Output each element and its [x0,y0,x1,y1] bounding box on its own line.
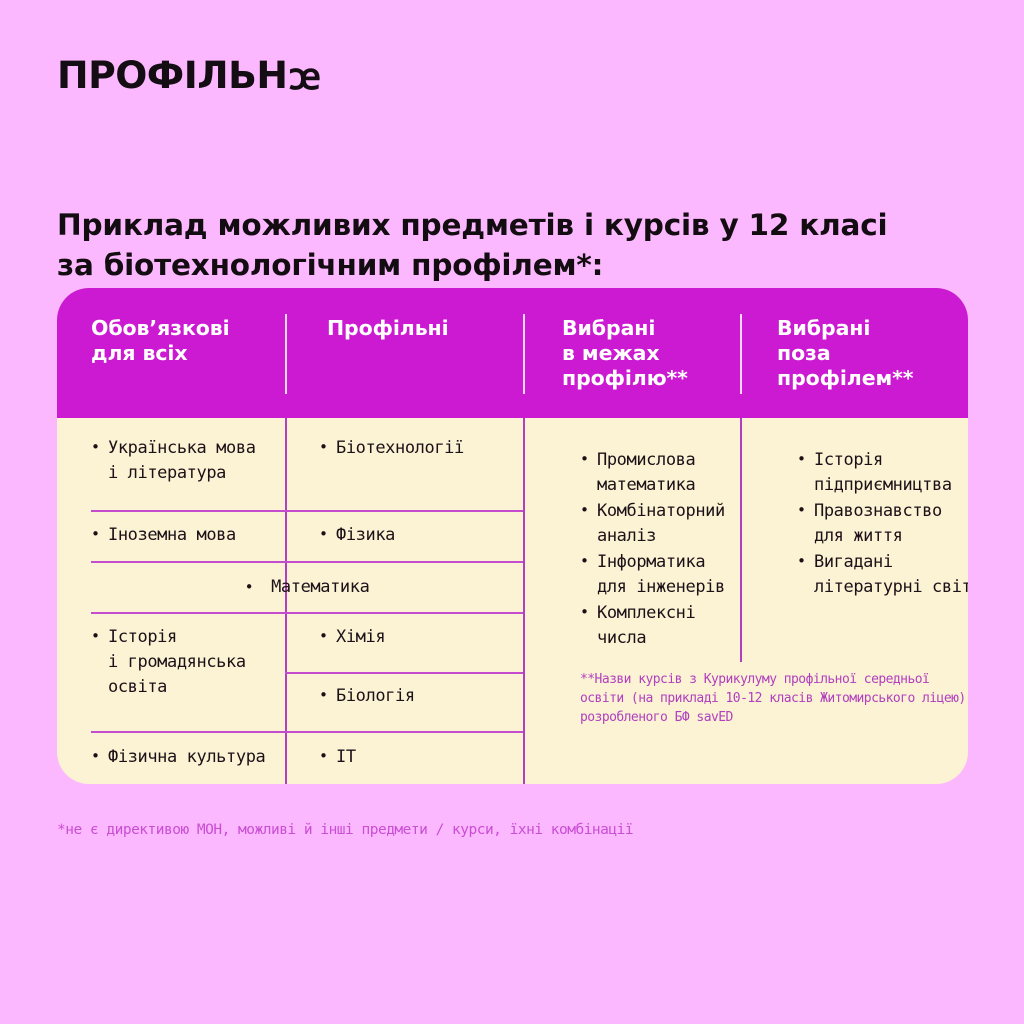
row-divider-c1-d [91,731,285,733]
list-item: Промислова математика [580,447,750,498]
column-divider-1-2 [285,418,287,784]
table-footnote: **Назви курсів з Курикулуму профільної с… [580,670,968,727]
page-title-line-2: за біотехнологічним профілем*: [57,247,604,282]
list-item: Біотехнології [319,435,509,461]
cell-specialized-5: IT [319,744,509,771]
column-divider-2-3 [523,418,525,784]
list-item: Комплексні числа [580,600,750,651]
list-specialized-5: IT [319,744,509,770]
list-elective-outside-profile: Історія підприємництва Правознавство для… [797,447,968,600]
table-footnote-line-2: освіти (на прикладі 10-12 класів Житомир… [580,691,968,706]
row-divider-c1-b [91,561,285,563]
list-math-span: Математика [91,575,523,600]
list-item: Фізика [319,522,509,548]
page-title-line-1: Приклад можливих предметів і курсів у 12… [57,207,888,242]
brand-logo-mark: ꭢ [288,54,321,98]
cell-math-span: Математика [91,575,523,601]
list-elective-in-profile: Промислова математика Комбінаторний анал… [580,447,750,651]
list-item: Іноземна мова [91,522,281,548]
list-item: Українська мова і література [91,435,281,486]
page-footnote: *не є директивою МОН, можливі й інші пре… [57,822,634,838]
list-item: Біологія [319,683,509,709]
cell-specialized-1: Біотехнології [319,435,509,462]
header-divider-3 [740,314,742,394]
cell-mandatory-4: Фізична культура [91,744,281,771]
row-divider-c2-a [285,510,523,512]
header-divider-2 [523,314,525,394]
list-item: Інформатика для інженерів [580,549,750,600]
list-item: Вигадані літературні світи [797,549,968,600]
table-body: Українська мова і література Іноземна мо… [57,418,968,784]
cell-mandatory-1: Українська мова і література [91,435,281,487]
table-header-row: Обов’язкові для всіх Профільні Вибрані в… [57,288,968,418]
cell-elective-in-profile: Промислова математика Комбінаторний анал… [580,447,750,652]
list-mandatory-2: Іноземна мова [91,522,281,548]
table-footnote-line-1: **Назви курсів з Курикулуму профільної с… [580,672,930,687]
row-divider-c1-c [91,612,285,614]
cell-specialized-4: Біологія [319,683,509,710]
list-specialized-1: Біотехнології [319,435,509,461]
list-mandatory-4: Фізична культура [91,744,281,770]
table-header-mandatory: Обов’язкові для всіх [91,316,230,365]
brand-logo: ПРОФІЛЬНꭢ [57,52,321,98]
page-title: Приклад можливих предметів і курсів у 12… [57,205,937,285]
list-specialized-2: Фізика [319,522,509,548]
subjects-table: Обов’язкові для всіх Профільні Вибрані в… [57,288,968,784]
row-divider-c2-d [285,672,523,674]
list-mandatory-1: Українська мова і література [91,435,281,486]
row-divider-c2-e [285,731,523,733]
row-divider-c2-b [285,561,523,563]
cell-specialized-3: Хімія [319,624,509,651]
row-divider-c1-a [91,510,285,512]
list-specialized-3: Хімія [319,624,509,650]
list-item: Історія підприємництва [797,447,968,498]
cell-elective-outside-profile: Історія підприємництва Правознавство для… [797,447,968,601]
cell-mandatory-3: Історія і громадянська освіта [91,624,281,701]
list-mandatory-3: Історія і громадянська освіта [91,624,281,700]
cell-mandatory-2: Іноземна мова [91,522,281,549]
cell-specialized-2: Фізика [319,522,509,549]
list-item: Хімія [319,624,509,650]
list-item: Фізична культура [91,744,281,770]
list-item: Комбінаторний аналіз [580,498,750,549]
list-item: Історія і громадянська освіта [91,624,281,700]
list-item: Математика [91,575,523,600]
row-divider-c2-c [285,612,523,614]
table-header-specialized: Профільні [327,316,449,340]
header-divider-1 [285,314,287,394]
list-specialized-4: Біологія [319,683,509,709]
list-item: IT [319,744,509,770]
table-header-elective-in-profile: Вибрані в межах профілю** [562,316,688,390]
list-item: Правознавство для життя [797,498,968,549]
table-footnote-line-3: розробленого БФ savED [580,710,733,725]
table-header-elective-outside-profile: Вибрані поза профілем** [777,316,914,390]
brand-logo-text: ПРОФІЛЬНꭢ [57,53,321,98]
